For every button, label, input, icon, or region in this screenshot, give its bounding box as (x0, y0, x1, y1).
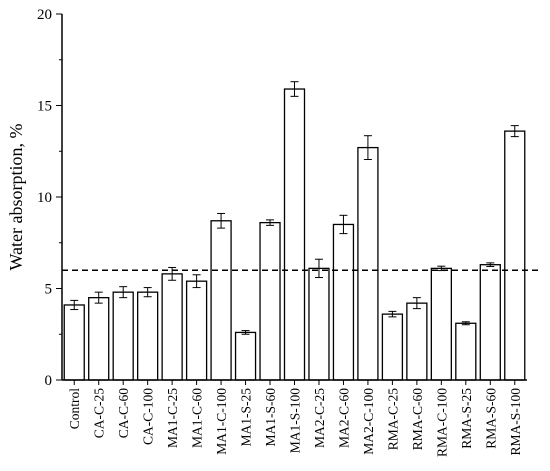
x-tick-label: RMA-S-25 (459, 388, 474, 449)
x-tick-label: RMA-C-60 (410, 388, 425, 451)
bar-rma-s-100 (504, 130, 526, 381)
bar-ca-c-60 (112, 291, 134, 381)
x-tick-label: MA1-S-60 (263, 388, 278, 447)
error-bar-ma2-c-100 (363, 135, 372, 160)
x-tick-label: Control (67, 388, 82, 430)
x-tick-label: MA1-C-60 (190, 388, 205, 448)
bar-ma1-c-100 (210, 220, 232, 381)
y-tick-label: 20 (37, 7, 52, 23)
bar-ma1-c-25 (161, 273, 183, 381)
error-bar-ma1-s-100 (290, 81, 299, 97)
bar-ca-c-25 (88, 296, 110, 381)
x-tick-label: RMA-S-60 (483, 388, 498, 449)
error-bar-ca-c-100 (143, 287, 152, 298)
bars-layer (63, 88, 526, 381)
bar-rma-c-100 (430, 267, 452, 381)
bar-ma2-c-25 (308, 267, 330, 381)
error-bar-ca-c-25 (94, 291, 103, 304)
y-axis-title: Water absorption, % (6, 123, 26, 270)
y-tick-label: 15 (37, 99, 52, 115)
x-tick-label: MA2-C-60 (336, 388, 351, 448)
bar-ma1-c-60 (185, 280, 208, 381)
error-bar-ma1-s-60 (266, 219, 275, 226)
error-bar-ma2-c-60 (339, 214, 348, 235)
error-bar-control (70, 299, 79, 311)
error-bar-ma1-c-60 (192, 274, 201, 289)
bar-ma2-c-100 (357, 146, 379, 381)
x-tick-label: MA1-S-25 (239, 388, 254, 447)
error-bar-rma-c-60 (412, 297, 421, 310)
x-tick-label: MA1-C-100 (214, 388, 229, 455)
bar-ma1-s-100 (283, 88, 306, 381)
bar-control (63, 304, 85, 381)
x-tick-label: MA1-C-25 (165, 388, 180, 448)
error-bar-rma-s-100 (510, 125, 519, 138)
bar-ma2-c-60 (332, 223, 355, 381)
y-tick-label: 5 (45, 282, 53, 298)
bar-ma1-s-60 (259, 221, 281, 381)
error-bar-ca-c-60 (119, 286, 128, 299)
y-tick-label: 10 (37, 190, 52, 206)
bar-rma-s-25 (455, 322, 477, 381)
x-tick-label: RMA-C-25 (385, 388, 400, 451)
x-ticks: Control CA-C-25 CA-C-60 CA-C-100 MA1-C-25 MA1… (67, 380, 523, 457)
x-tick-label: RMA-S-100 (508, 388, 523, 456)
error-bar-rma-s-25 (461, 321, 470, 326)
x-tick-label: MA2-C-25 (312, 388, 327, 448)
error-bar-ma1-s-25 (241, 330, 250, 335)
x-tick-label: CA-C-100 (141, 388, 156, 445)
error-bar-rma-c-25 (388, 310, 397, 318)
error-bar-ma2-c-25 (314, 258, 323, 279)
x-tick-label: CA-C-60 (116, 388, 131, 438)
x-tick-label: RMA-C-100 (434, 388, 449, 457)
bar-ma1-s-25 (234, 331, 257, 381)
x-tick-label: CA-C-25 (92, 388, 107, 438)
bar-ca-c-100 (137, 291, 159, 381)
y-ticks: 0 5 10 15 20 (37, 7, 62, 389)
x-tick-label: MA2-C-100 (361, 388, 376, 455)
bar-rma-s-60 (479, 264, 501, 381)
bar-rma-c-25 (381, 313, 404, 381)
error-bars-layer (70, 81, 519, 335)
x-tick-label: MA1-S-100 (288, 388, 303, 454)
bar-rma-c-60 (406, 302, 428, 381)
error-bar-ma1-c-100 (217, 212, 226, 229)
error-bar-rma-s-60 (486, 262, 495, 268)
y-tick-label: 0 (45, 373, 53, 389)
